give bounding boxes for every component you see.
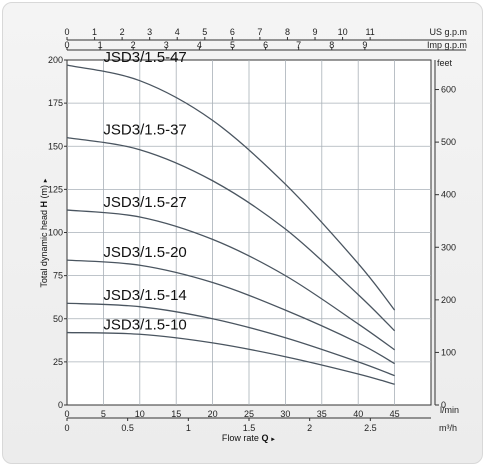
x-tick-label-impgpm: 3 [164,40,169,50]
y-tick-label: 175 [48,98,63,108]
series-line-JSD3/1.5-37 [66,136,396,332]
y2-tick-label: 200 [441,295,456,305]
y2-unit-label: feet [437,58,453,68]
x-tick-label-usgpm: 1 [92,27,97,37]
y2-tick-label: 600 [441,85,456,95]
y-tick-label: 75 [53,271,63,281]
x-tick-label-usgpm: 9 [313,27,318,37]
x-tick-label-impgpm: 6 [263,40,268,50]
x-unit-label-lpm: l/min [440,405,459,415]
x-tick-label-usgpm: 2 [120,27,125,37]
series-label: JSD3/1.5-47 [103,49,186,66]
x-tick-label-lpm: 45 [390,409,400,419]
series-label: JSD3/1.5-37 [103,122,186,139]
x-tick-label-usgpm: 3 [147,27,152,37]
x-tick-label-m3h: 1 [186,423,191,433]
x-tick-label-impgpm: 8 [329,40,334,50]
x-tick-label-lpm: 25 [244,409,254,419]
series-line-JSD3/1.5-10 [66,331,395,385]
x-tick-label-impgpm: 9 [362,40,367,50]
x-tick-label-lpm: 0 [64,409,69,419]
x-tick-label-lpm: 40 [353,409,363,419]
x-tick-label-m3h: 1.5 [243,423,256,433]
y2-tick-label: 0 [441,400,446,410]
x-unit-label-impgpm: Imp g.p.m [427,40,467,50]
series-line-JSD3/1.5-14 [66,302,395,377]
series-line-JSD3/1.5-47 [66,64,396,311]
x-tick-label-impgpm: 7 [296,40,301,50]
y-tick-label: 25 [53,357,63,367]
x-tick-label-lpm: 15 [171,409,181,419]
series-label: JSD3/1.5-20 [103,244,186,261]
x-tick-label-usgpm: 10 [338,27,348,37]
y-tick-label: 100 [48,228,63,238]
x-tick-label-usgpm: 8 [285,27,290,37]
series-label: JSD3/1.5-10 [103,317,186,334]
x-tick-label-m3h: 2.5 [364,423,377,433]
x-tick-label-m3h: 0.5 [121,423,134,433]
x-tick-label-lpm: 30 [280,409,290,419]
x-tick-label-impgpm: 4 [197,40,202,50]
x-tick-label-usgpm: 11 [365,27,374,37]
series-line-JSD3/1.5-27 [66,209,395,351]
y2-tick-label: 100 [441,347,456,357]
x-tick-label-impgpm: 2 [131,40,136,50]
series-label: JSD3/1.5-14 [103,287,186,304]
x-tick-label-usgpm: 0 [64,27,69,37]
y2-tick-label: 300 [441,242,456,252]
x-tick-label-lpm: 5 [101,409,106,419]
x-tick-label-m3h: 0 [64,423,69,433]
x-axis-title: Flow rate Q ► [222,433,276,443]
series-line-JSD3/1.5-20 [66,259,395,365]
x-tick-label-usgpm: 6 [230,27,235,37]
y2-tick-label: 400 [441,190,456,200]
x-tick-label-usgpm: 5 [202,27,207,37]
y-tick-label: 125 [48,184,63,194]
x-tick-label-usgpm: 4 [175,27,180,37]
x-tick-label-impgpm: 1 [98,40,103,50]
x-unit-label-usgpm: US g.p.m [429,27,467,37]
x-unit-label-m3h: m³/h [439,423,457,433]
y-tick-label: 150 [48,141,63,151]
y-tick-label: 50 [53,314,63,324]
y-tick-label: 0 [58,400,63,410]
x-tick-label-impgpm: 5 [230,40,235,50]
y-tick-label: 200 [48,55,63,65]
x-tick-label-m3h: 2 [307,423,312,433]
x-tick-label-usgpm: 7 [257,27,262,37]
series-label: JSD3/1.5-27 [103,194,186,211]
y2-tick-label: 500 [441,137,456,147]
y-axis-title: Total dynamic head H (m) ► [39,177,49,287]
x-tick-label-lpm: 35 [317,409,327,419]
x-tick-label-impgpm: 0 [64,40,69,50]
x-tick-label-lpm: 10 [135,409,145,419]
x-tick-label-lpm: 20 [208,409,218,419]
